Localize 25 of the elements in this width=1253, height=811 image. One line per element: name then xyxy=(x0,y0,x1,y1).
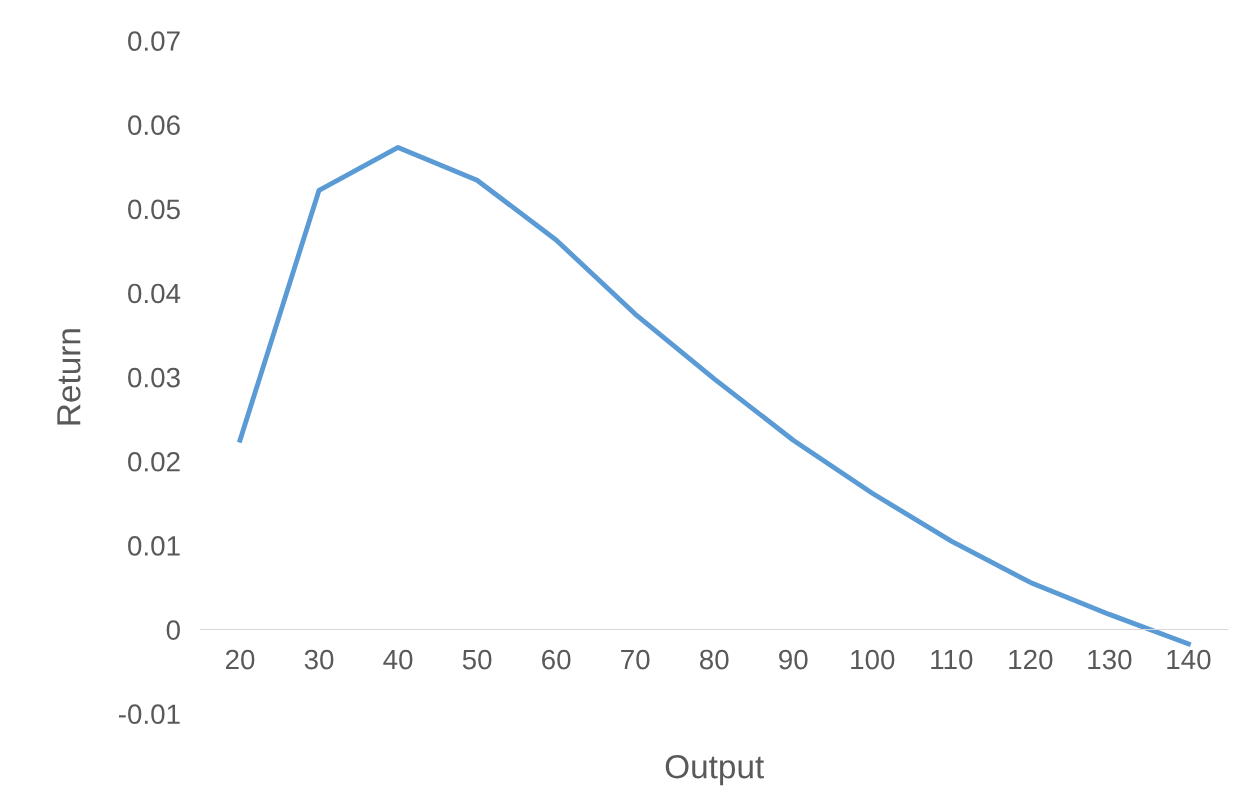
y-tick-label: 0.05 xyxy=(128,199,180,220)
y-tick-label: 0.06 xyxy=(128,115,180,136)
y-tick-label: 0.07 xyxy=(128,31,180,51)
x-axis-title: Output xyxy=(665,754,764,786)
x-tick-label: 60 xyxy=(542,649,571,670)
x-tick-label: 40 xyxy=(383,649,413,670)
y-tick-label: 0 xyxy=(166,620,180,640)
x-tick-label: 140 xyxy=(1167,649,1211,670)
x-tick-label: 110 xyxy=(931,649,973,670)
x-tick-label: 120 xyxy=(1009,649,1053,670)
x-tick-label: 130 xyxy=(1088,649,1132,670)
x-tick-label: 70 xyxy=(621,649,650,670)
y-tick-label: 0.04 xyxy=(128,283,181,304)
x-tick-label: 50 xyxy=(462,649,492,670)
x-tick-label: 90 xyxy=(779,649,808,670)
y-tick-label: 0.02 xyxy=(128,451,180,472)
x-tick-label: 100 xyxy=(851,649,895,670)
y-tick-label: 0.03 xyxy=(128,367,180,388)
y-tick-label: 0.01 xyxy=(128,536,180,556)
line-series xyxy=(237,144,1191,647)
x-tick-label: 30 xyxy=(304,649,334,670)
x-tick-label: 20 xyxy=(225,649,255,670)
y-axis-title: Return xyxy=(57,329,81,425)
y-tick-label: -0.01 xyxy=(118,704,180,725)
x-tick-label: 80 xyxy=(699,649,729,670)
